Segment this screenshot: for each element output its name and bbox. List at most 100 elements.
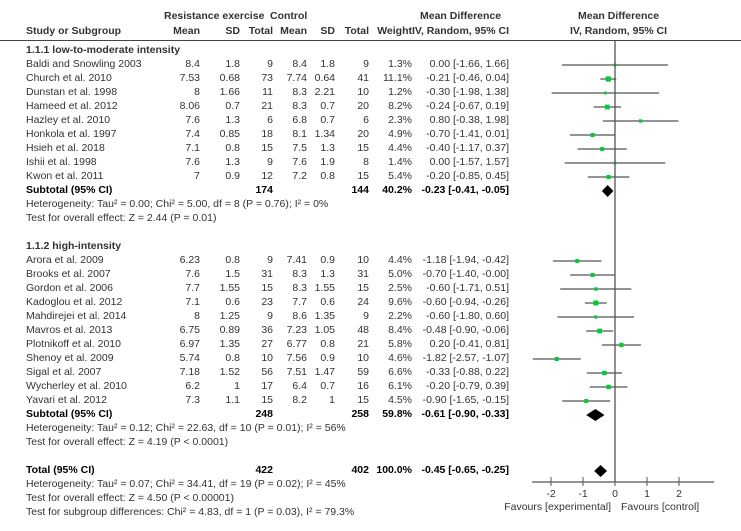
- study-point-estimate: [594, 315, 598, 319]
- study-name: Ishii et al. 1998: [26, 156, 97, 168]
- study-name: Honkola et al. 1997: [26, 128, 117, 140]
- study-e-sd: 1.35: [219, 338, 240, 350]
- study-name: Shenoy et al. 2009: [26, 352, 114, 364]
- total-ctrl-total: 402: [351, 464, 369, 476]
- study-e-sd: 1.52: [219, 366, 240, 378]
- study-e-mean: 7.53: [179, 72, 200, 84]
- study-point-estimate: [619, 342, 624, 348]
- study-name: Church et al. 2010: [26, 72, 112, 84]
- subgroup-title: 1.1.2 high-intensity: [26, 240, 122, 252]
- study-e-sd: 0.8: [225, 352, 240, 364]
- study-point-estimate: [554, 357, 559, 361]
- subgroup-differences-text: Test for subgroup differences: Chi² = 4.…: [26, 506, 355, 518]
- study-c-sd: 1.55: [314, 282, 335, 294]
- study-point-estimate: [602, 370, 607, 376]
- study-name: Hsieh et al. 2018: [26, 142, 105, 154]
- study-md-text: -1.82 [-2.57, -1.07]: [422, 352, 509, 364]
- study-name: Kadoglou et al. 2012: [26, 296, 123, 308]
- study-e-n: 11: [262, 86, 273, 98]
- study-e-sd: 1.1: [225, 394, 240, 406]
- study-c-sd: 0.7: [320, 380, 335, 392]
- study-weight: 5.4%: [388, 170, 412, 182]
- header-group-experimental: Resistance exercise: [164, 10, 265, 22]
- subtotal-label: Subtotal (95% CI): [26, 184, 113, 196]
- study-md-text: -0.60 [-1.71, 0.51]: [426, 282, 509, 294]
- study-e-sd: 0.6: [225, 296, 240, 308]
- study-weight: 8.2%: [388, 100, 412, 112]
- x-tick-label: 2: [676, 488, 682, 500]
- study-name: Arora et al. 2009: [26, 254, 104, 266]
- study-c-mean: 7.5: [292, 142, 307, 154]
- total-weight: 100.0%: [376, 464, 412, 476]
- study-name: Hazley et al. 2010: [26, 114, 111, 126]
- x-tick-label: 0: [612, 488, 618, 500]
- study-md-text: -0.21 [-0.46, 0.04]: [426, 72, 509, 84]
- study-e-n: 17: [261, 380, 273, 392]
- study-c-n: 15: [357, 394, 369, 406]
- study-c-n: 24: [357, 296, 369, 308]
- study-md-text: -0.70 [-1.40, -0.00]: [422, 268, 509, 280]
- x-label-left: Favours [experimental]: [504, 501, 611, 513]
- study-c-n: 16: [357, 380, 369, 392]
- study-c-sd: 1.47: [314, 366, 335, 378]
- study-point-estimate: [600, 147, 605, 151]
- study-point-estimate: [590, 132, 595, 138]
- header-group-control: Control: [270, 10, 308, 22]
- study-e-mean: 8.06: [179, 100, 200, 112]
- study-weight: 2.3%: [388, 114, 412, 126]
- study-e-n: 36: [261, 324, 273, 336]
- study-md-text: -0.60 [-0.94, -0.26]: [422, 296, 509, 308]
- study-weight: 9.6%: [388, 296, 412, 308]
- study-e-mean: 8.4: [185, 58, 200, 70]
- study-e-mean: 6.2: [185, 380, 200, 392]
- study-weight: 4.6%: [388, 352, 412, 364]
- header-exp-total: Total: [248, 25, 273, 37]
- study-name: Hameed et al. 2012: [26, 100, 118, 112]
- study-e-mean: 7.18: [179, 366, 200, 378]
- study-c-mean: 6.8: [292, 114, 307, 126]
- study-name: Baldi and Snowling 2003: [26, 58, 142, 70]
- study-name: Mahdirejei et al. 2014: [26, 310, 127, 322]
- subtotal-ctrl-total: 258: [351, 408, 369, 420]
- total-diamond: [594, 465, 607, 477]
- study-point-estimate: [593, 300, 599, 306]
- study-c-n: 20: [357, 100, 369, 112]
- header-plot-title: Mean Difference: [578, 10, 660, 22]
- header-md-sub: IV, Random, 95% CI: [412, 25, 510, 37]
- study-weight: 1.4%: [388, 156, 412, 168]
- study-c-mean: 7.74: [286, 72, 307, 84]
- study-e-mean: 7: [194, 170, 200, 182]
- overall-effect-text: Test for overall effect: Z = 4.19 (P < 0…: [26, 436, 229, 448]
- study-c-sd: 1.3: [320, 142, 335, 154]
- x-label-right: Favours [control]: [621, 501, 699, 513]
- study-c-mean: 6.77: [286, 338, 307, 350]
- study-c-n: 8: [363, 156, 369, 168]
- study-c-sd: 1.35: [314, 310, 335, 322]
- study-e-n: 31: [261, 268, 273, 280]
- study-e-mean: 8: [194, 86, 200, 98]
- study-c-mean: 8.3: [292, 282, 307, 294]
- study-c-n: 15: [357, 170, 369, 182]
- total-label: Total (95% CI): [26, 464, 95, 476]
- study-c-sd: 0.64: [314, 72, 335, 84]
- study-e-n: 6: [267, 114, 273, 126]
- study-weight: 2.2%: [388, 310, 412, 322]
- study-weight: 8.4%: [388, 324, 412, 336]
- study-name: Sigal et al. 2007: [26, 366, 102, 378]
- study-c-mean: 8.3: [292, 100, 307, 112]
- subtotal-diamond: [601, 185, 614, 197]
- study-c-sd: 0.6: [320, 296, 335, 308]
- study-point-estimate: [597, 328, 603, 334]
- study-weight: 4.9%: [388, 128, 412, 140]
- study-c-n: 10: [357, 352, 369, 364]
- study-e-sd: 1.8: [225, 58, 240, 70]
- study-c-mean: 7.51: [286, 366, 307, 378]
- subtotal-label: Subtotal (95% CI): [26, 408, 113, 420]
- study-e-sd: 1.5: [225, 268, 240, 280]
- subtotal-exp-total: 248: [255, 408, 273, 420]
- study-name: Plotnikoff et al. 2010: [26, 338, 121, 350]
- study-md-text: 0.00 [-1.57, 1.57]: [429, 156, 509, 168]
- header-ctrl-total: Total: [344, 25, 369, 37]
- subtotal-weight: 59.8%: [382, 408, 412, 420]
- subtotal-weight: 40.2%: [382, 184, 412, 196]
